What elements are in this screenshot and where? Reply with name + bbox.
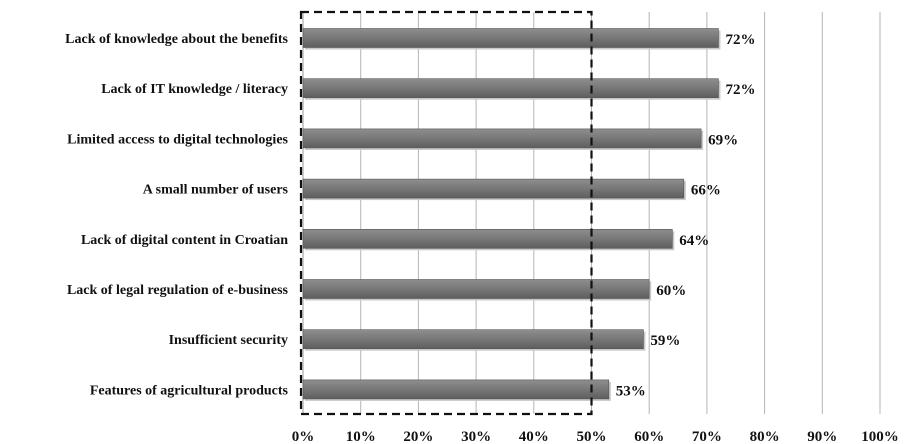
gridlines — [302, 12, 881, 414]
x-tick-label: 60% — [634, 429, 664, 444]
bars — [302, 28, 721, 401]
highlight-box — [299, 10, 593, 416]
bar — [302, 28, 719, 48]
category-label: A small number of users — [143, 183, 289, 198]
x-tick-label: 50% — [577, 429, 607, 444]
bar — [302, 178, 685, 199]
category-label: Features of agricultural products — [90, 383, 289, 398]
category-label: Lack of knowledge about the benefits — [65, 32, 288, 47]
bar — [302, 279, 650, 299]
x-tick-label: 20% — [403, 429, 433, 444]
data-label: 72% — [725, 32, 755, 48]
bar — [302, 78, 719, 98]
data-label: 60% — [656, 283, 686, 299]
category-label: Lack of legal regulation of e-business — [67, 283, 289, 298]
x-tick-label: 0% — [292, 429, 315, 444]
category-label: Insufficient security — [169, 333, 288, 348]
data-label: 53% — [616, 383, 646, 399]
bar — [302, 229, 673, 249]
category-label: Limited access to digital technologies — [67, 132, 288, 147]
x-tick-label: 30% — [461, 429, 491, 444]
x-tick-label: 90% — [807, 429, 837, 444]
bar — [302, 329, 644, 350]
x-tick-label: 100% — [861, 429, 899, 444]
category-label: Lack of digital content in Croatian — [81, 233, 288, 248]
data-label: 66% — [691, 183, 721, 199]
bar — [302, 379, 610, 400]
x-axis-ticks: 0% 10% 20% 30% 40% 50% 60% 70% 80% 90% 100% — [292, 429, 899, 444]
data-labels: 72% 72% 69% 66% 64% 60% 59% 53% — [616, 32, 756, 399]
bar — [302, 128, 702, 149]
x-tick-label: 80% — [750, 429, 780, 444]
data-label: 69% — [708, 132, 738, 148]
data-label: 59% — [650, 333, 680, 349]
category-labels: Lack of knowledge about the benefits Lack… — [65, 32, 288, 398]
x-tick-label: 40% — [519, 429, 549, 444]
x-tick-label: 70% — [692, 429, 722, 444]
data-label: 72% — [725, 82, 755, 98]
category-label: Lack of IT knowledge / literacy — [101, 82, 288, 97]
x-tick-label: 10% — [346, 429, 376, 444]
data-label: 64% — [679, 233, 709, 249]
